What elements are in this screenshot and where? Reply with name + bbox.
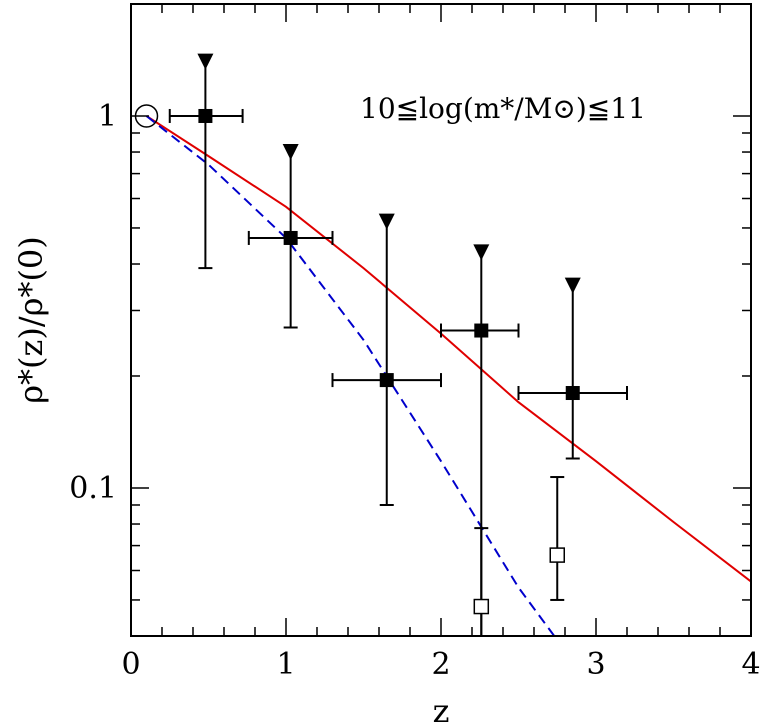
y-tick-label: 1	[98, 99, 117, 134]
upper-limit-triangle	[473, 244, 490, 261]
ticks-layer	[130, 3, 752, 637]
x-axis-label: z	[433, 692, 450, 727]
upper-limit-triangle	[282, 144, 299, 161]
upper-limit-triangle	[564, 277, 581, 294]
labels-layer: 0 1 2 3 4 0.1 1	[69, 99, 760, 682]
x-tick-label: 4	[741, 647, 760, 682]
x-tick-label: 3	[586, 647, 605, 682]
points-layer	[134, 53, 628, 637]
x-tick-label: 1	[276, 647, 295, 682]
upper-limit-triangle	[197, 53, 214, 70]
upper-limit-triangle	[378, 213, 395, 230]
y-axis-label: ρ*(z)/ρ*(0)	[12, 236, 50, 404]
dashed-curve	[145, 115, 559, 641]
open-square-point	[473, 598, 490, 615]
curves-layer	[145, 115, 752, 641]
solid-curve	[145, 115, 752, 583]
open-square-point	[549, 547, 565, 563]
annotation-label: 10≦log(m*/M⊙)≦11	[360, 92, 646, 125]
x-tick-label: 0	[121, 647, 140, 682]
x-tick-label: 2	[431, 647, 450, 682]
y-tick-label: 0.1	[69, 471, 117, 506]
